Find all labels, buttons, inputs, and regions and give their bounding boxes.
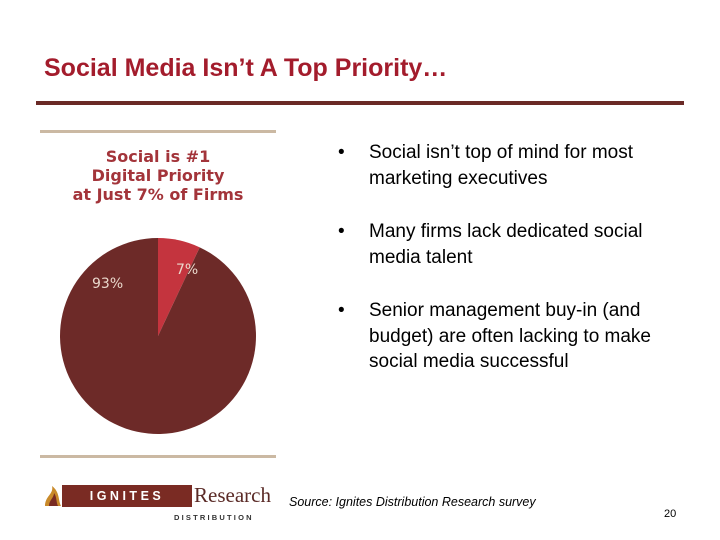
panel-bottom-rule: [40, 455, 276, 458]
chart-title: Social is #1 Digital Priority at Just 7%…: [40, 147, 276, 204]
chart-panel: Social is #1 Digital Priority at Just 7%…: [40, 130, 276, 460]
chart-title-line-3: at Just 7% of Firms: [72, 185, 244, 204]
bullet-text: Social isn’t top of mind for most market…: [369, 142, 633, 189]
source-note: Source: Ignites Distribution Research su…: [289, 495, 536, 509]
logo-research-text: Research: [194, 483, 271, 507]
chart-title-line-2: Digital Priority: [91, 166, 225, 185]
bullet-list: • Social isn’t top of mind for most mark…: [338, 140, 688, 403]
page-number: 20: [664, 508, 677, 520]
bullet-marker: •: [338, 142, 345, 163]
logo-distribution-text: DISTRIBUTION: [174, 513, 254, 522]
slide-title: Social Media Isn’t A Top Priority…: [44, 54, 448, 82]
bullet-marker: •: [338, 300, 345, 321]
bullet-item: • Senior management buy-in (and budget) …: [338, 298, 688, 375]
bullet-text: Senior management buy-in (and budget) ar…: [369, 300, 652, 372]
pie-slice-label: 7%: [176, 262, 198, 278]
pie-slice-label: 93%: [92, 276, 123, 292]
title-divider: [36, 101, 684, 105]
ignites-research-logo: IGNITES Research DISTRIBUTION: [42, 482, 271, 524]
bullet-item: • Social isn’t top of mind for most mark…: [338, 140, 688, 191]
chart-title-line-1: Social is #1: [105, 147, 211, 166]
pie-chart: 7% 93%: [59, 238, 256, 434]
panel-top-rule: [40, 130, 276, 133]
pie-slice: [59, 238, 256, 434]
logo-ignites-box: IGNITES: [62, 485, 192, 507]
pie-slice: [158, 238, 200, 336]
bullet-marker: •: [338, 221, 345, 242]
logo-mark-icon: [45, 486, 61, 506]
bullet-item: • Many firms lack dedicated social media…: [338, 219, 688, 270]
bullet-text: Many firms lack dedicated social media t…: [369, 221, 643, 268]
